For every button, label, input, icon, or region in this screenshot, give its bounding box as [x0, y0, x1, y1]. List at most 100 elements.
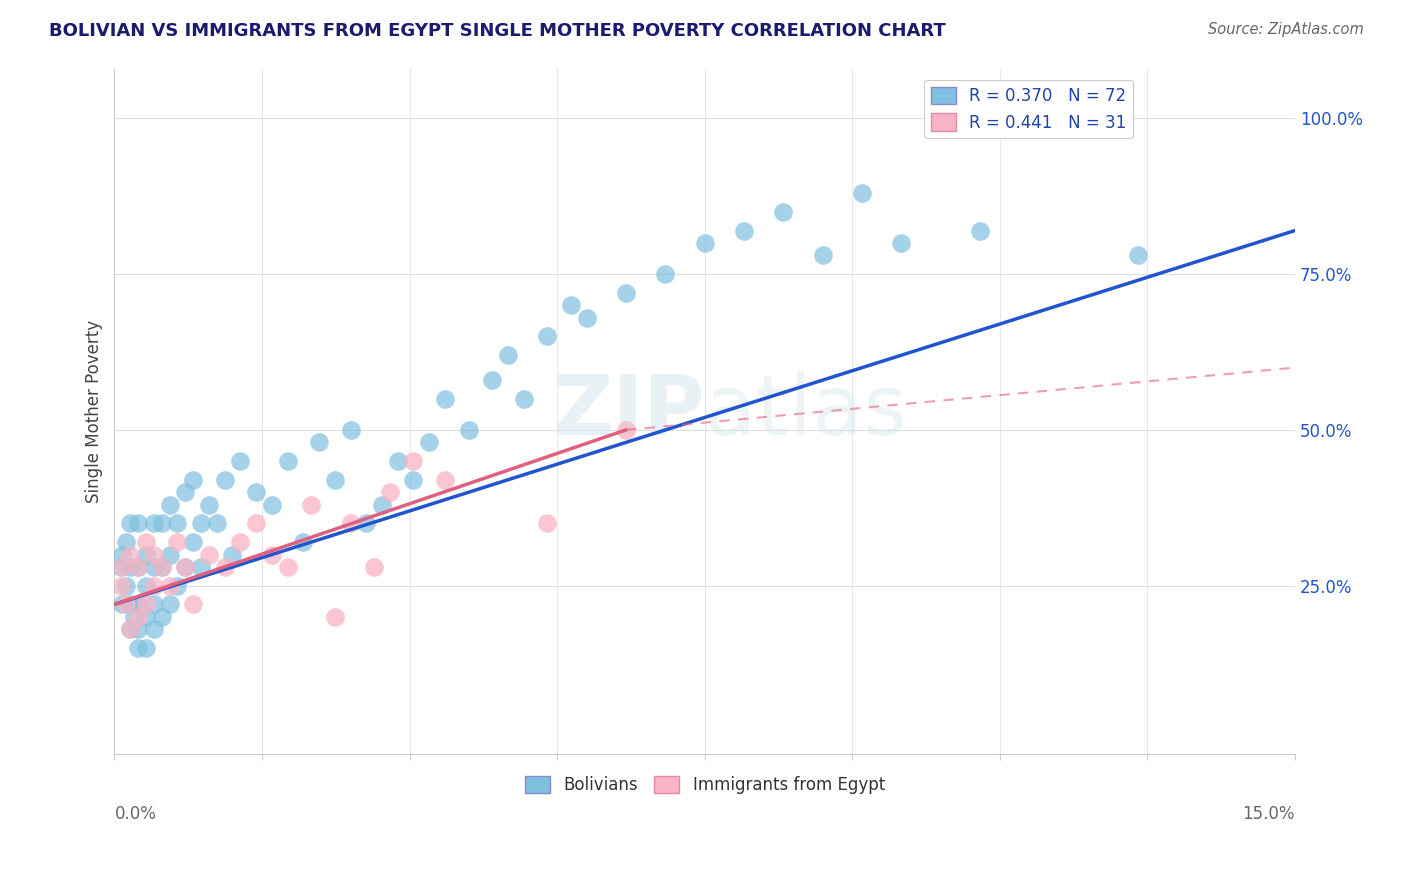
- Text: Source: ZipAtlas.com: Source: ZipAtlas.com: [1208, 22, 1364, 37]
- Point: [260, 498, 283, 512]
- Point: [575, 310, 598, 325]
- Point: [120, 560, 142, 574]
- Point: [536, 516, 558, 531]
- Point: [402, 454, 425, 468]
- Point: [299, 498, 322, 512]
- Point: [142, 579, 165, 593]
- Point: [457, 423, 479, 437]
- Point: [536, 329, 558, 343]
- Point: [481, 373, 503, 387]
- Point: [159, 579, 181, 593]
- Point: [111, 548, 134, 562]
- Point: [174, 560, 197, 574]
- Point: [110, 579, 132, 593]
- Point: [890, 235, 912, 250]
- Point: [363, 560, 385, 574]
- Point: [418, 435, 440, 450]
- Point: [560, 298, 582, 312]
- Point: [181, 598, 204, 612]
- Point: [150, 560, 173, 574]
- Point: [127, 640, 149, 655]
- Point: [205, 516, 228, 531]
- Point: [166, 516, 188, 531]
- Point: [127, 598, 149, 612]
- Point: [127, 560, 149, 574]
- Point: [150, 610, 173, 624]
- Point: [181, 535, 204, 549]
- Point: [150, 560, 173, 574]
- Point: [142, 560, 165, 574]
- Point: [166, 579, 188, 593]
- Point: [135, 548, 157, 562]
- Point: [120, 598, 142, 612]
- Point: [127, 516, 149, 531]
- Text: 15.0%: 15.0%: [1243, 805, 1295, 823]
- Point: [115, 598, 138, 612]
- Point: [159, 498, 181, 512]
- Point: [110, 560, 132, 574]
- Y-axis label: Single Mother Poverty: Single Mother Poverty: [86, 319, 103, 503]
- Point: [260, 548, 283, 562]
- Text: atlas: atlas: [704, 371, 907, 451]
- Point: [1126, 248, 1149, 262]
- Point: [122, 610, 145, 624]
- Point: [229, 535, 252, 549]
- Point: [115, 535, 138, 549]
- Point: [733, 223, 755, 237]
- Point: [159, 548, 181, 562]
- Point: [969, 223, 991, 237]
- Point: [402, 473, 425, 487]
- Point: [229, 454, 252, 468]
- Point: [378, 485, 401, 500]
- Point: [245, 516, 267, 531]
- Point: [120, 516, 142, 531]
- Point: [214, 560, 236, 574]
- Point: [120, 548, 142, 562]
- Point: [127, 623, 149, 637]
- Point: [135, 610, 157, 624]
- Point: [811, 248, 834, 262]
- Point: [142, 598, 165, 612]
- Point: [433, 473, 456, 487]
- Point: [323, 610, 346, 624]
- Point: [277, 454, 299, 468]
- Point: [120, 623, 142, 637]
- Point: [135, 598, 157, 612]
- Point: [190, 516, 212, 531]
- Point: [339, 423, 361, 437]
- Point: [142, 548, 165, 562]
- Point: [512, 392, 534, 406]
- Point: [292, 535, 315, 549]
- Point: [127, 610, 149, 624]
- Point: [115, 579, 138, 593]
- Point: [245, 485, 267, 500]
- Point: [308, 435, 330, 450]
- Point: [356, 516, 378, 531]
- Point: [277, 560, 299, 574]
- Point: [772, 204, 794, 219]
- Point: [142, 623, 165, 637]
- Point: [614, 285, 637, 300]
- Point: [159, 598, 181, 612]
- Point: [214, 473, 236, 487]
- Point: [174, 560, 197, 574]
- Point: [654, 267, 676, 281]
- Point: [111, 560, 134, 574]
- Point: [135, 535, 157, 549]
- Point: [135, 579, 157, 593]
- Text: 0.0%: 0.0%: [114, 805, 156, 823]
- Point: [135, 640, 157, 655]
- Point: [198, 548, 221, 562]
- Point: [851, 186, 873, 201]
- Text: ZIP: ZIP: [553, 371, 704, 451]
- Point: [166, 535, 188, 549]
- Point: [127, 560, 149, 574]
- Point: [190, 560, 212, 574]
- Point: [433, 392, 456, 406]
- Point: [614, 423, 637, 437]
- Text: BOLIVIAN VS IMMIGRANTS FROM EGYPT SINGLE MOTHER POVERTY CORRELATION CHART: BOLIVIAN VS IMMIGRANTS FROM EGYPT SINGLE…: [49, 22, 946, 40]
- Point: [387, 454, 409, 468]
- Point: [323, 473, 346, 487]
- Point: [496, 348, 519, 362]
- Point: [371, 498, 394, 512]
